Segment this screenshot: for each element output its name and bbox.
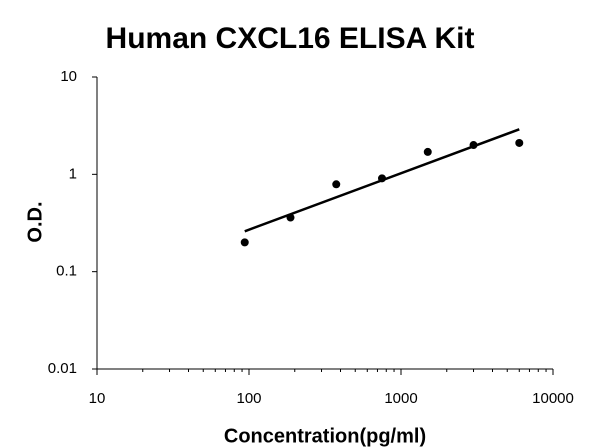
data-point bbox=[286, 213, 295, 222]
data-point bbox=[515, 138, 524, 147]
y-tick-label: 0.01 bbox=[48, 360, 77, 377]
y-axis-label: O.D. bbox=[24, 201, 46, 242]
y-tick-label: 1 bbox=[69, 165, 77, 182]
data-point bbox=[332, 180, 341, 189]
y-tick-label: 10 bbox=[60, 68, 77, 85]
x-axis-label: Concentration(pg/ml) bbox=[224, 425, 426, 447]
x-tick-label: 10000 bbox=[532, 390, 574, 407]
data-point bbox=[378, 174, 387, 183]
chart-title: Human CXCL16 ELISA Kit bbox=[106, 22, 475, 55]
x-tick-label: 1000 bbox=[384, 390, 417, 407]
data-point bbox=[469, 141, 478, 150]
data-point bbox=[240, 238, 249, 247]
x-tick-label: 100 bbox=[236, 390, 261, 407]
x-tick-label: 10 bbox=[89, 390, 106, 407]
y-tick-label: 0.1 bbox=[56, 263, 77, 280]
data-point bbox=[423, 147, 432, 156]
